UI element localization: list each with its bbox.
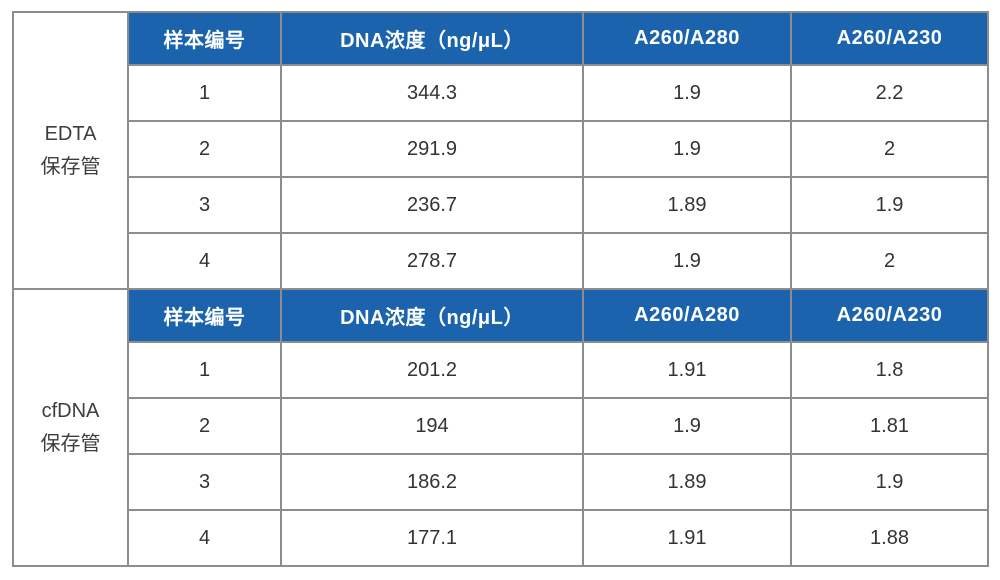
- cell-sample-id: 3: [127, 453, 282, 511]
- cell-a260-a280: 1.9: [582, 232, 792, 290]
- cell-a260-a280: 1.89: [582, 453, 792, 511]
- table-row: 3 186.2 1.89 1.9: [13, 453, 989, 511]
- cell-a260-a280: 1.9: [582, 64, 792, 122]
- column-header-a260-a230: A260/A230: [790, 11, 989, 66]
- cell-dna-concentration: 194: [280, 397, 584, 455]
- cell-dna-concentration: 236.7: [280, 176, 584, 234]
- cell-dna-concentration: 278.7: [280, 232, 584, 290]
- table-row: 2 194 1.9 1.81: [13, 397, 989, 455]
- row-group-label-edta: EDTA 保存管: [12, 11, 129, 290]
- table-row: 1 201.2 1.91 1.8: [13, 341, 989, 399]
- cell-sample-id: 1: [127, 64, 282, 122]
- row-group-label-cfdna: cfDNA 保存管: [12, 288, 129, 567]
- cell-dna-concentration: 291.9: [280, 120, 584, 178]
- column-header-sample-id: 样本编号: [127, 11, 282, 66]
- column-header-sample-id: 样本编号: [127, 288, 282, 343]
- cell-dna-concentration: 177.1: [280, 509, 584, 567]
- cell-sample-id: 2: [127, 397, 282, 455]
- cell-dna-concentration: 344.3: [280, 64, 584, 122]
- cell-sample-id: 1: [127, 341, 282, 399]
- cell-dna-concentration: 201.2: [280, 341, 584, 399]
- cell-sample-id: 3: [127, 176, 282, 234]
- header-row-cfdna: cfDNA 保存管 样本编号 DNA浓度（ng/μL） A260/A280 A260/A2…: [12, 288, 989, 567]
- table-row: 2 291.9 1.9 2: [13, 120, 989, 178]
- cell-a260-a230: 1.88: [790, 509, 989, 567]
- table-row: 4 177.1 1.91 1.88: [13, 509, 989, 567]
- dna-quality-table: EDTA 保存管 样本编号 DNA浓度（ng/μL） A260/A280 A260/A23…: [12, 11, 989, 567]
- column-header-a260-a280: A260/A280: [582, 11, 792, 66]
- page: EDTA 保存管 样本编号 DNA浓度（ng/μL） A260/A280 A260/A23…: [12, 11, 989, 567]
- table-row: 1 344.3 1.9 2.2: [13, 64, 989, 122]
- cell-a260-a230: 1.81: [790, 397, 989, 455]
- cell-a260-a230: 1.9: [790, 176, 989, 234]
- cell-a260-a280: 1.89: [582, 176, 792, 234]
- cell-a260-a280: 1.9: [582, 397, 792, 455]
- cell-a260-a230: 2.2: [790, 64, 989, 122]
- row-group-label-line: 保存管: [40, 432, 101, 455]
- column-header-a260-a230: A260/A230: [790, 288, 989, 343]
- cell-sample-id: 4: [127, 509, 282, 567]
- cell-a260-a230: 1.9: [790, 453, 989, 511]
- cell-a260-a230: 2: [790, 120, 989, 178]
- cell-sample-id: 2: [127, 120, 282, 178]
- column-header-dna-concentration: DNA浓度（ng/μL）: [280, 288, 584, 343]
- cell-a260-a230: 1.8: [790, 341, 989, 399]
- cell-a260-a280: 1.91: [582, 341, 792, 399]
- cell-sample-id: 4: [127, 232, 282, 290]
- cell-a260-a280: 1.9: [582, 120, 792, 178]
- cell-dna-concentration: 186.2: [280, 453, 584, 511]
- column-header-a260-a280: A260/A280: [582, 288, 792, 343]
- header-row-edta: EDTA 保存管 样本编号 DNA浓度（ng/μL） A260/A280 A260/A23…: [12, 11, 989, 290]
- column-header-dna-concentration: DNA浓度（ng/μL）: [280, 11, 584, 66]
- row-group-label-line: 保存管: [40, 155, 101, 178]
- table-row: 3 236.7 1.89 1.9: [13, 176, 989, 234]
- cell-a260-a230: 2: [790, 232, 989, 290]
- table-row: 4 278.7 1.9 2: [13, 232, 989, 290]
- row-group-label-line: EDTA: [44, 122, 97, 145]
- row-group-label-line: cfDNA: [41, 399, 100, 422]
- cell-a260-a280: 1.91: [582, 509, 792, 567]
